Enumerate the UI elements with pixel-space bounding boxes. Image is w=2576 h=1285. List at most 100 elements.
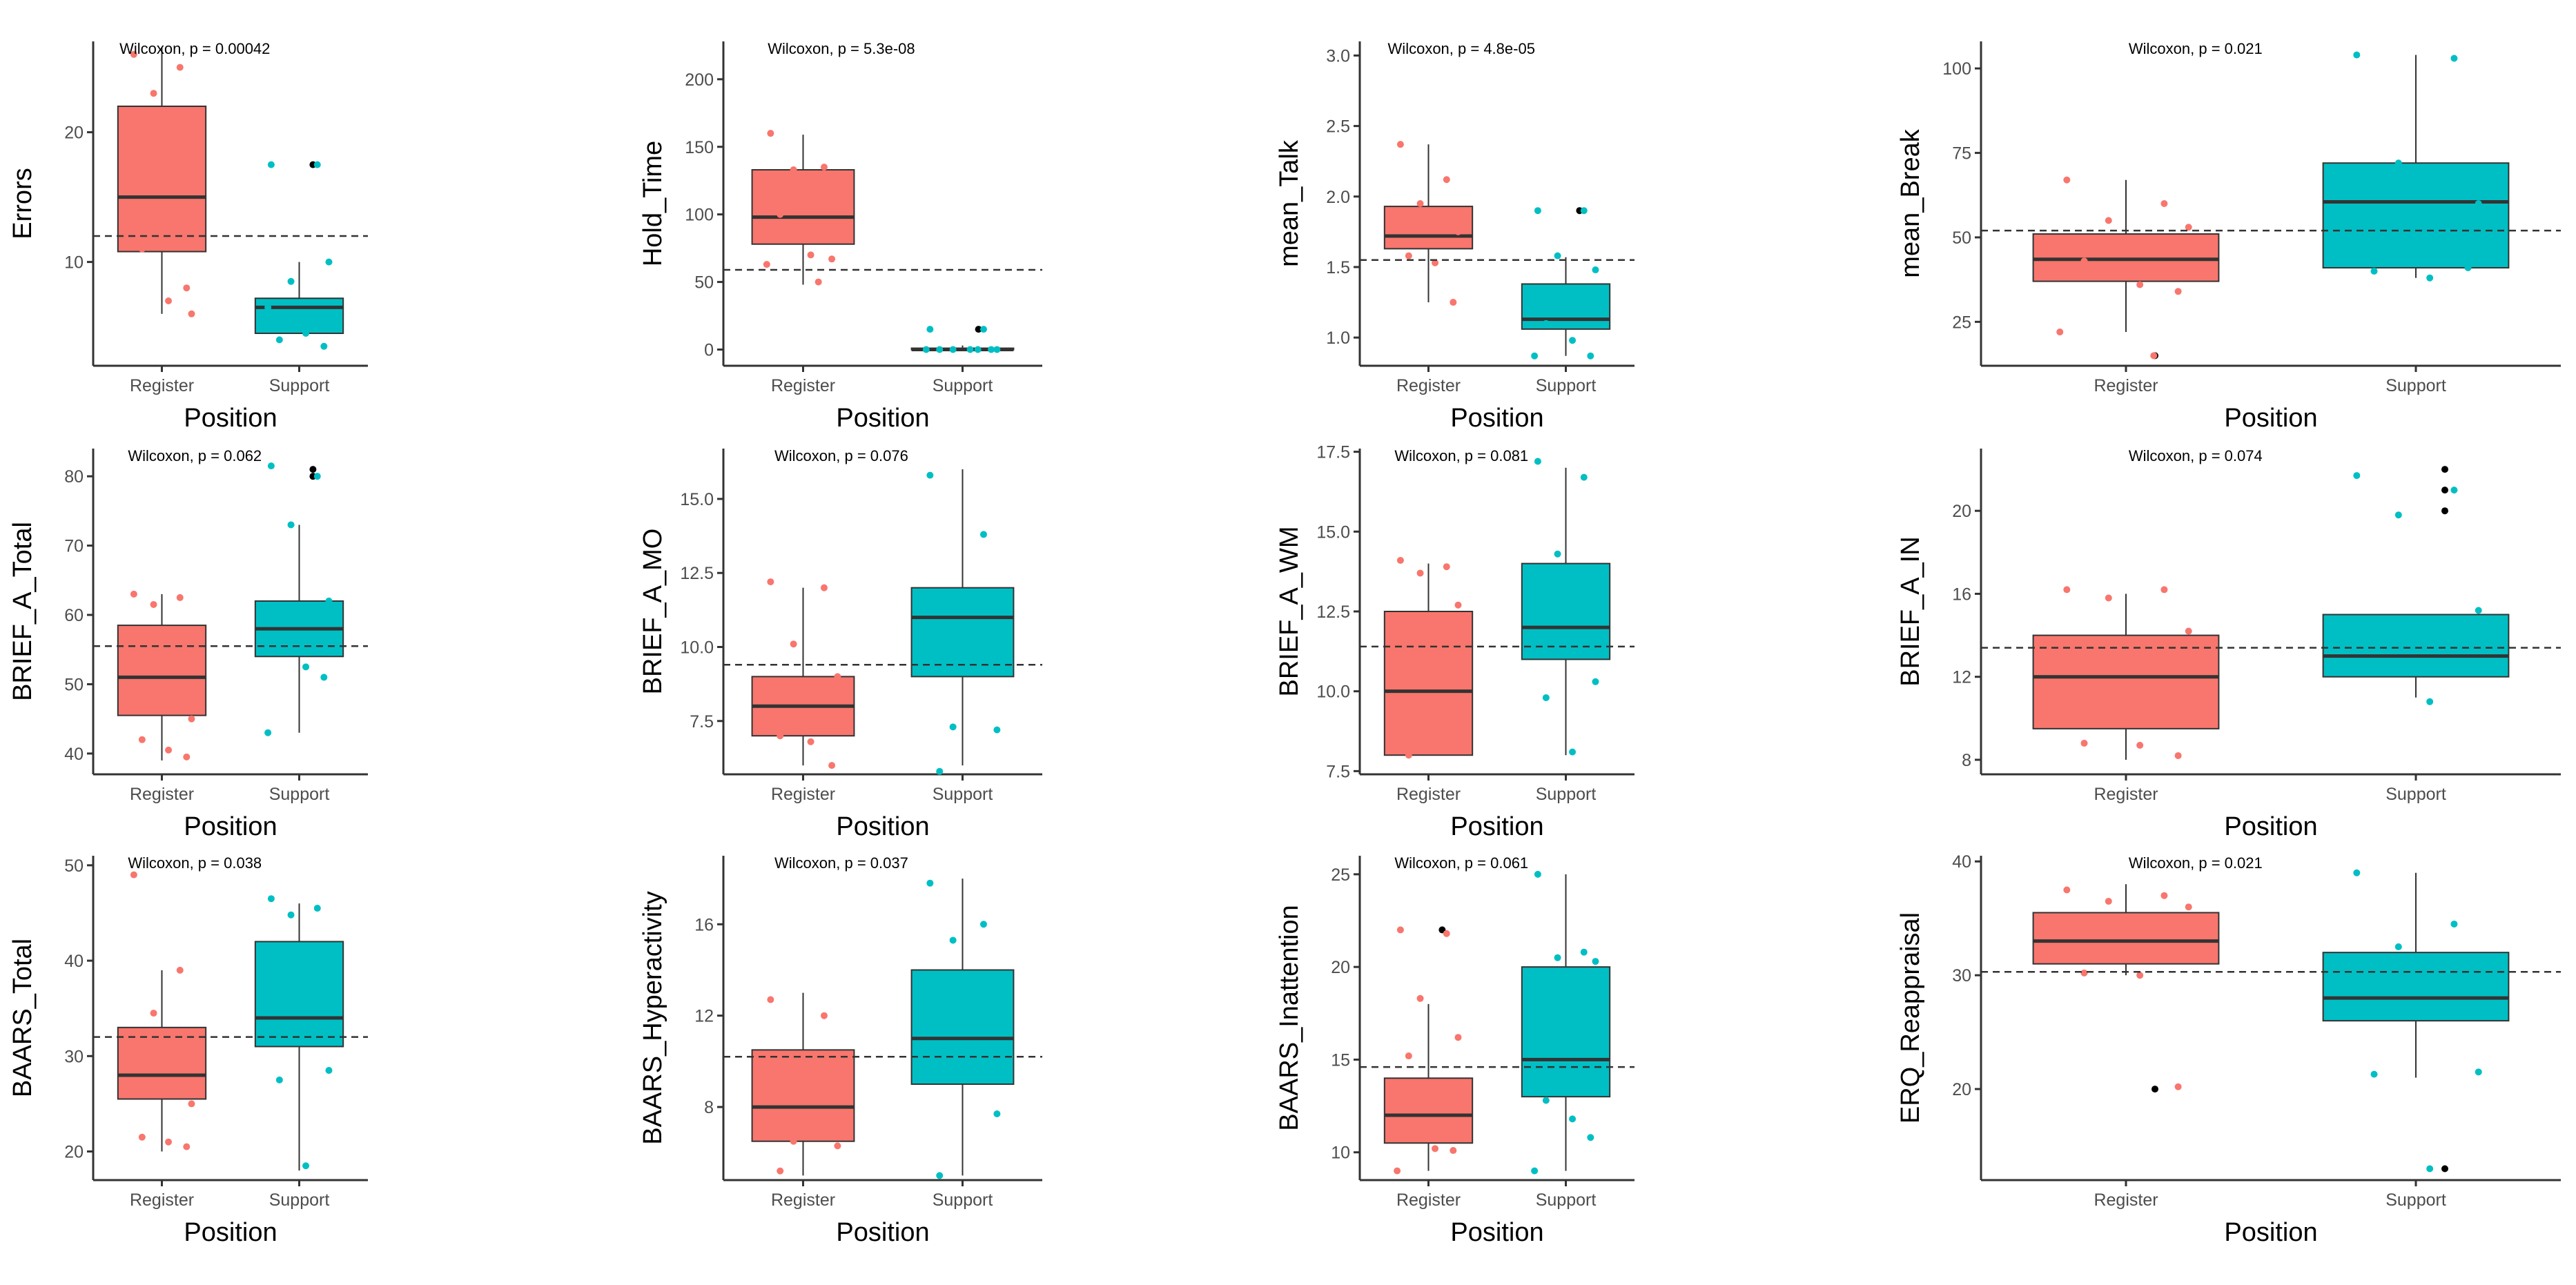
panel-talk-support-point [1554, 252, 1561, 259]
panel-break-support-point [2370, 267, 2378, 275]
panel-baars_inatt-x-tick-label: Register [1396, 1190, 1461, 1210]
panel-talk-support-point [1534, 207, 1541, 215]
panel-brief_total-register-box [117, 625, 207, 716]
panel-erq-support-point [2394, 943, 2402, 950]
panel-baars_total-register-point [130, 871, 137, 879]
panel-brief_mo-register-point [820, 584, 828, 591]
panel-brief_total-register-point [138, 736, 146, 743]
panel-baars_hyper-support-point [936, 1172, 944, 1179]
panel-brief_total-y-tick-label: 50 [64, 675, 84, 694]
panel-brief_wm-register-box [1383, 611, 1474, 756]
panel-brief_in-y-tick-label: 20 [1952, 502, 1971, 521]
panel-erq-register-point [2185, 903, 2192, 911]
panel-baars_inatt-register-point [1394, 1167, 1401, 1175]
panel-brief_in-register-point [2063, 586, 2071, 594]
panel-baars_hyper-x-tick-label: Register [771, 1190, 835, 1210]
panel-baars_inatt-support-point [1554, 954, 1561, 961]
panel-hold-register-point [814, 278, 822, 286]
panel-break-y-tick-label: 75 [1952, 144, 1971, 164]
panel-baars_inatt-register-point [1443, 930, 1450, 937]
panel-baars_hyper-y-tick-label: 16 [694, 915, 714, 934]
panel-baars_total-register-box [117, 1026, 207, 1100]
panel-baars_hyper-support-point [926, 879, 934, 887]
panel-brief_total-support-point [267, 462, 275, 470]
panel-baars_inatt-support-point [1531, 1167, 1539, 1175]
panel-errors: 10 20 Register Support Position Errors Wilcoxo… [8, 40, 368, 433]
panel-erq-support-point [2370, 1070, 2378, 1078]
panel-brief_in-support-point [2394, 511, 2402, 519]
panel-brief_in-y-tick-label: 8 [1962, 751, 1971, 770]
panel-talk-register-point [1454, 228, 1462, 235]
panel-brief_wm-x-tick-label: Support [1536, 785, 1597, 804]
panel-talk-support-point [1531, 352, 1539, 360]
panel-baars_hyper-y-axis-title: BAARS_Hyperactivity [638, 891, 667, 1144]
panel-erq-y-tick-label: 20 [1952, 1080, 1971, 1099]
panel-hold-y-tick-label: 150 [685, 138, 714, 157]
panel-break-register-point [2056, 328, 2064, 336]
panel-brief_mo-register-point [807, 738, 814, 745]
panel-brief_wm: 7.5 10.0 12.5 15.0 17.5 Register Support Positi… [1275, 443, 1635, 841]
panel-brief_in-wilcoxon-label: Wilcoxon, p = 0.074 [2129, 447, 2263, 464]
panel-errors-register-point [165, 297, 173, 304]
panel-erq-x-tick-label: Support [2385, 1190, 2446, 1210]
panel-baars_hyper-register-point [834, 1142, 841, 1150]
panel-brief_total-support-point [313, 473, 321, 480]
panel-break-x-axis-title: Position [2224, 404, 2317, 433]
panel-brief_mo-support-point [936, 767, 944, 775]
panel-brief_total-register-point [150, 600, 157, 608]
panel-brief_mo-support-point [949, 723, 957, 731]
panel-talk-support-point [1542, 320, 1550, 327]
panel-brief_mo-x-tick-label: Register [771, 785, 835, 804]
panel-talk: 1.0 1.5 2.0 2.5 3.0 Register Support Position me… [1275, 40, 1635, 433]
panel-talk-y-tick-label: 3.0 [1326, 46, 1350, 66]
panel-baars_total-register-point [176, 966, 184, 974]
panel-brief_total-x-tick-label: Register [130, 785, 194, 804]
panel-baars_inatt-x-axis-title: Position [1450, 1218, 1543, 1247]
panel-brief_mo-support-point [926, 471, 934, 479]
panel-brief_mo-x-axis-title: Position [836, 812, 929, 841]
panel-errors-support-point [302, 330, 310, 337]
panel-brief_mo-register-point [790, 640, 797, 648]
panel-errors-register-point [138, 245, 146, 253]
panel-brief_mo-x-tick-label: Support [933, 785, 993, 804]
panel-brief_total-support-point [325, 597, 333, 605]
panel-baars_hyper-register-point [790, 1137, 797, 1145]
panel-baars_hyper-support-point [993, 1110, 1001, 1118]
panel-talk-register-box [1383, 206, 1474, 250]
panel-erq-support-point [2450, 920, 2458, 928]
panel-baars_total-x-axis-title: Position [184, 1218, 277, 1247]
panel-break-y-tick-label: 100 [1942, 59, 1971, 79]
panel-brief_in-register-point [2136, 741, 2144, 749]
panel-brief_wm-support-point [1592, 678, 1599, 685]
panel-baars_total-register-point [150, 1010, 157, 1017]
panel-break-register-point [2174, 288, 2182, 295]
panel-brief_wm-wilcoxon-label: Wilcoxon, p = 0.081 [1394, 447, 1528, 464]
panel-break-support-point [2426, 274, 2434, 282]
panel-hold-register-point [777, 210, 784, 218]
panel-brief_in-register-point [2160, 586, 2168, 594]
panel-talk-x-axis-title: Position [1450, 404, 1543, 433]
panel-break-register-point [2185, 224, 2192, 231]
panel-talk-register-point [1396, 141, 1404, 148]
panel-baars_inatt-register-point [1416, 994, 1424, 1002]
panel-baars_hyper-support-box [910, 969, 1015, 1085]
panel-baars_hyper-x-axis-title: Position [836, 1218, 929, 1247]
panel-erq-y-tick-label: 30 [1952, 966, 1971, 985]
panel-brief_wm-support-point [1542, 694, 1550, 701]
panel-brief_wm-y-tick-label: 17.5 [1316, 443, 1350, 462]
panel-break-register-point [2080, 257, 2088, 265]
panel-hold-x-tick-label: Register [771, 376, 835, 395]
panel-brief_wm-register-point [1405, 752, 1412, 759]
panel-brief_mo-register-point [767, 578, 774, 586]
panel-brief_mo-y-axis-title: BRIEF_A_MO [638, 529, 667, 695]
panel-errors-register-point [188, 310, 195, 317]
panel-brief_total-y-tick-label: 60 [64, 606, 84, 625]
panel-baars_inatt-support-point [1534, 870, 1541, 878]
panel-break-x-tick-label: Register [2094, 376, 2158, 395]
panel-baars_hyper-register-point [777, 1167, 784, 1175]
panel-baars_total-register-point [165, 1138, 173, 1146]
panel-errors-register-box [117, 106, 207, 253]
panel-hold-support-point [974, 346, 982, 353]
